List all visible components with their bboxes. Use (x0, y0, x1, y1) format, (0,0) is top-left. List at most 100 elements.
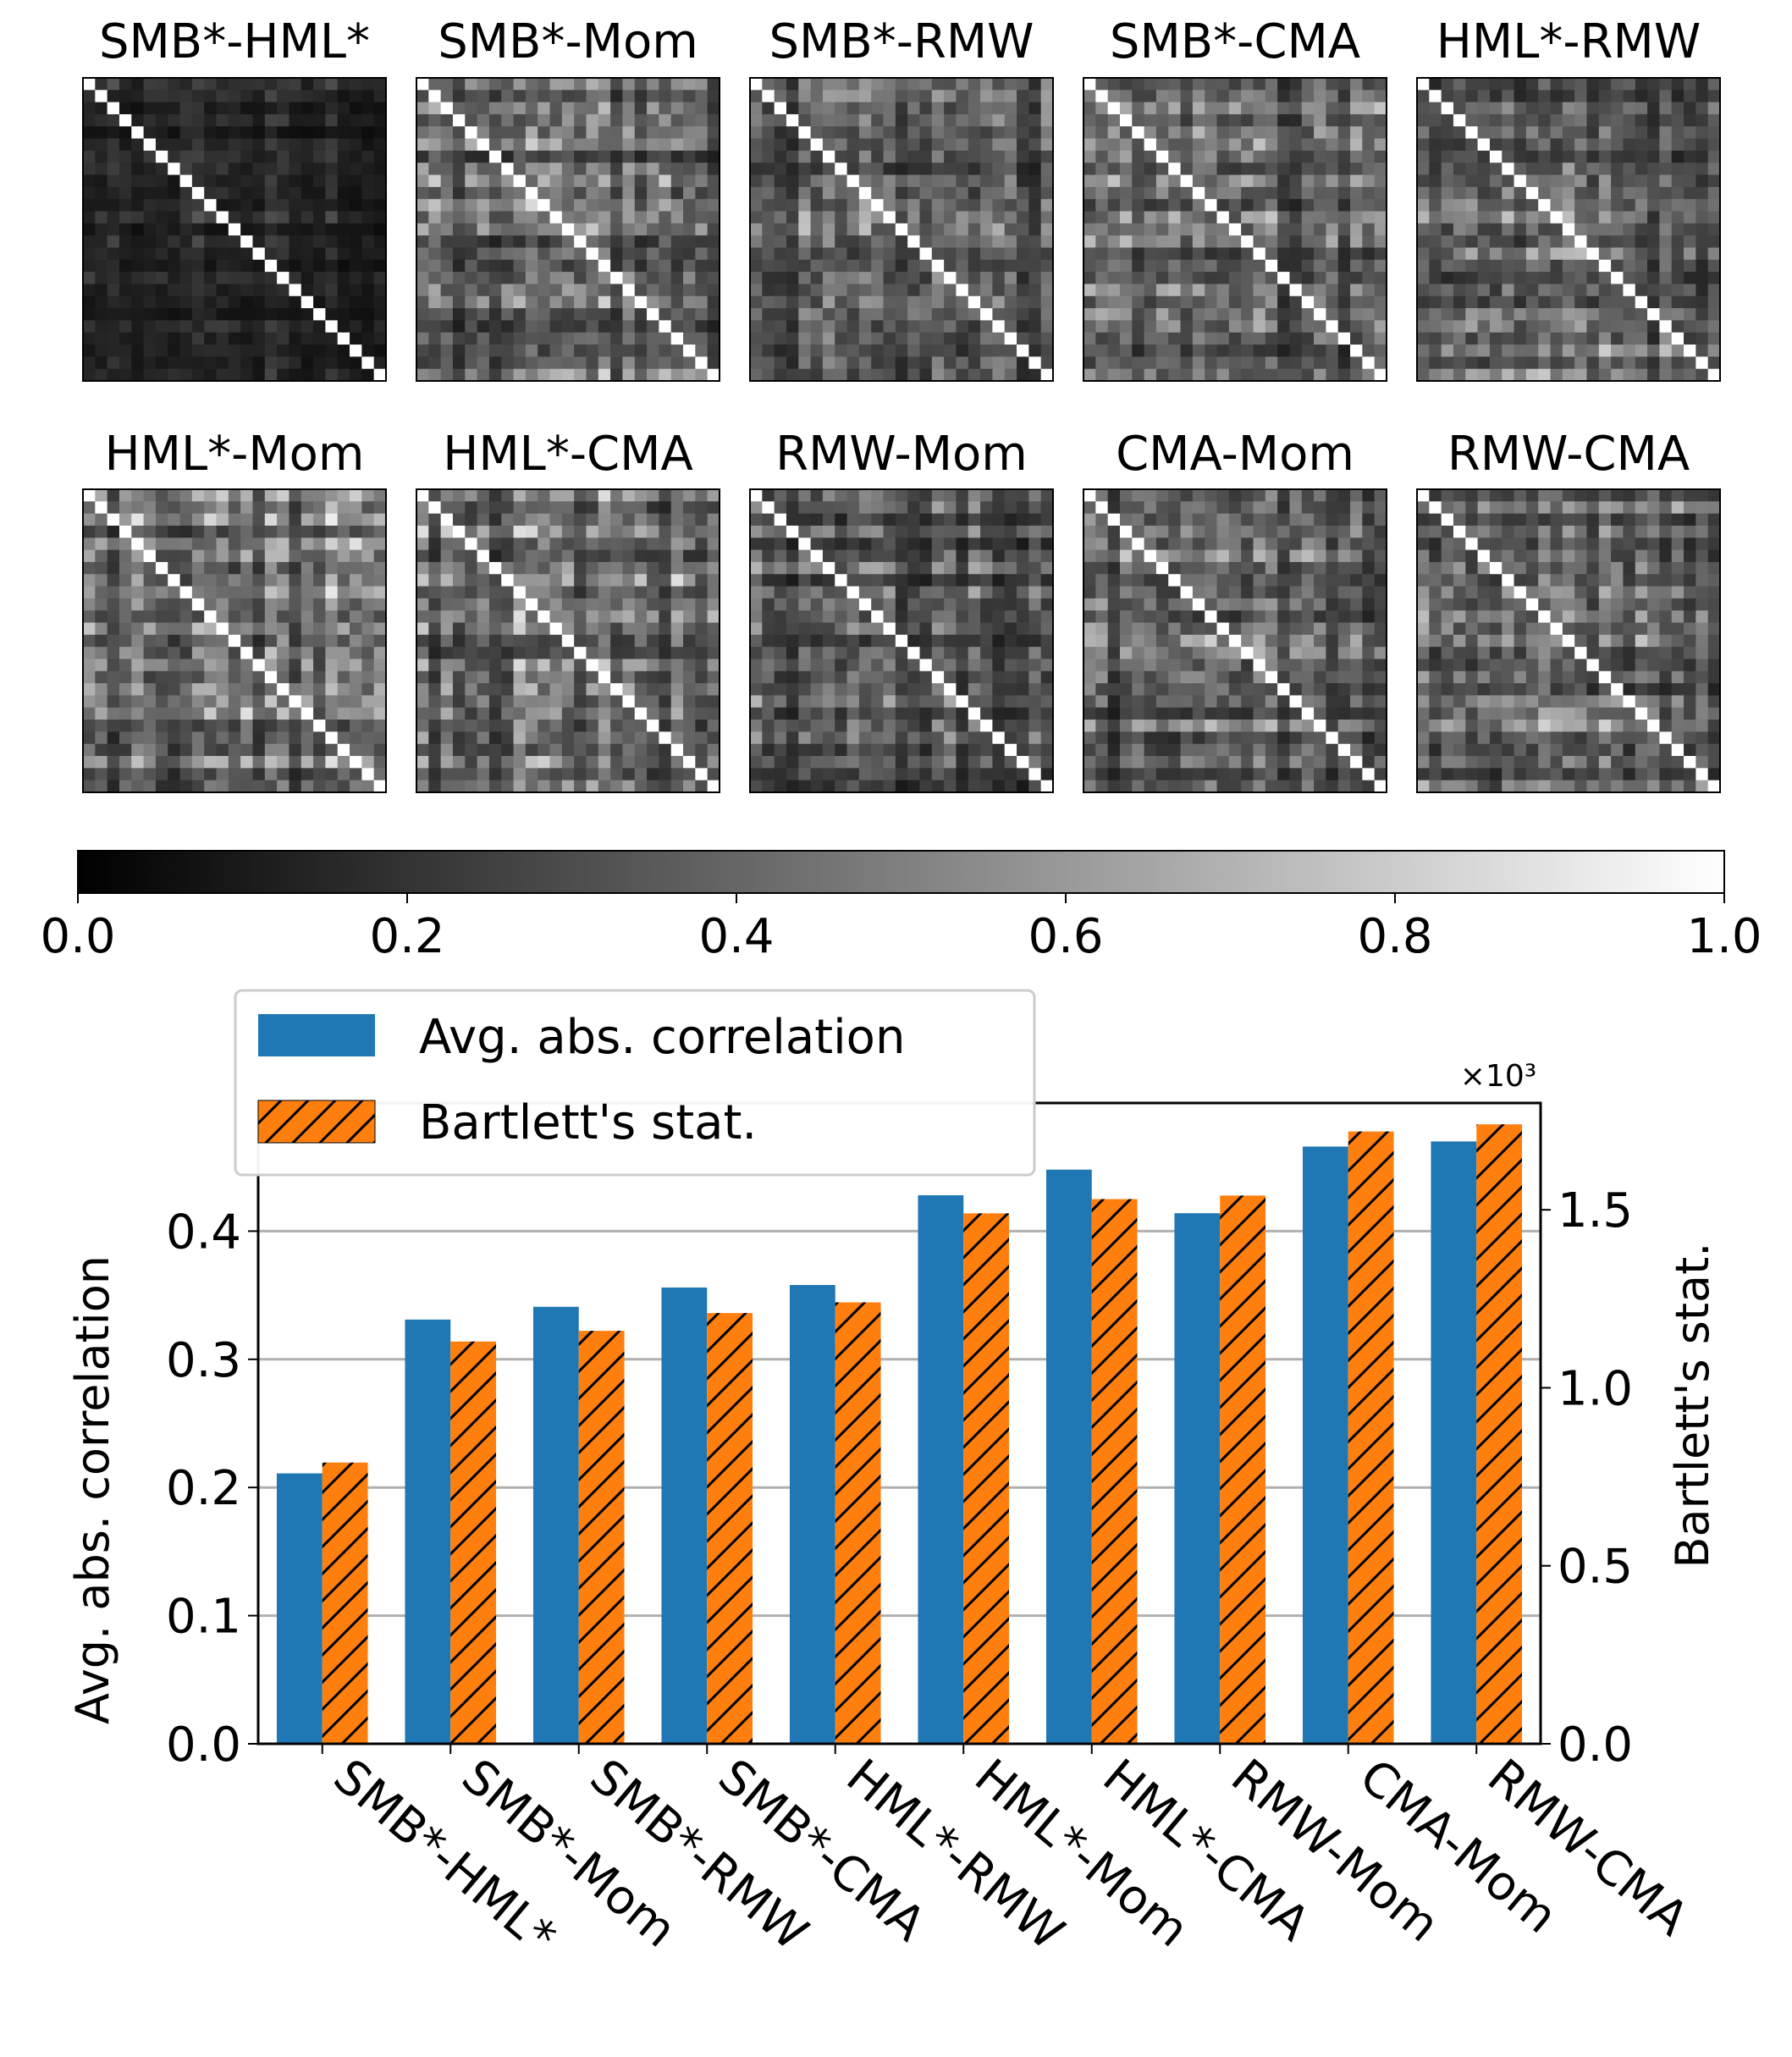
heatmap-cell (168, 126, 181, 140)
heatmap-cell (1611, 332, 1624, 345)
heatmap-cell (549, 695, 563, 709)
heatmap-cell (1241, 284, 1254, 297)
heatmap-cell (846, 489, 860, 502)
heatmap-cell (846, 659, 860, 672)
heatmap-cell (1216, 320, 1230, 334)
heatmap-cell (95, 247, 108, 261)
heatmap-cell (83, 647, 96, 660)
heatmap-cell (1417, 211, 1430, 224)
heatmap-cell (622, 259, 636, 273)
heatmap-cell (1611, 345, 1624, 357)
heatmap-cell (131, 272, 145, 285)
heatmap-cell (501, 622, 515, 636)
heatmap-cell (440, 768, 454, 781)
heatmap-cell (1465, 174, 1479, 188)
heatmap-cell (1337, 174, 1351, 188)
heatmap-cell (240, 549, 254, 563)
heatmap-cell (1017, 561, 1029, 575)
heatmap-cell (204, 574, 218, 587)
heatmap-cell (980, 308, 993, 321)
heatmap-cell (277, 320, 290, 334)
heatmap-cell (191, 308, 205, 321)
heatmap-cell (871, 670, 885, 684)
heatmap-cell (240, 247, 254, 261)
heatmap-cell (895, 211, 908, 224)
heatmap-cell (907, 138, 921, 152)
heatmap-cell (416, 598, 429, 611)
heatmap-cell (883, 501, 896, 515)
heatmap-cell (313, 489, 326, 502)
heatmap-cell (586, 707, 599, 720)
heatmap-cell (561, 295, 575, 309)
heatmap-cell (1374, 235, 1387, 249)
heatmap-cell (992, 186, 1006, 200)
heatmap-cell (513, 780, 527, 793)
heatmap-cell (301, 138, 314, 152)
heatmap-cell (1429, 113, 1442, 127)
heatmap-cell (325, 223, 339, 236)
heatmap-cell (83, 199, 96, 212)
heatmap-cell (289, 683, 302, 697)
heatmap-cell (1550, 308, 1563, 321)
heatmap-cell (325, 634, 339, 648)
heatmap-cell (835, 345, 848, 357)
heatmap-cell (1017, 320, 1029, 334)
heatmap-cell (762, 768, 775, 781)
heatmap-cell (622, 622, 636, 636)
heatmap-cell (155, 768, 168, 781)
heatmap-cell (313, 634, 326, 648)
heatmap-cell (980, 634, 993, 648)
heatmap-cell (883, 199, 896, 212)
heatmap-cell (1314, 199, 1326, 212)
heatmap-cell (1647, 199, 1660, 212)
heatmap-cell (513, 574, 527, 587)
heatmap-cell (574, 272, 587, 285)
heatmap-cell (264, 320, 278, 334)
heatmap-cell (822, 513, 835, 527)
heatmap-cell (858, 731, 872, 745)
heatmap-cell (846, 768, 860, 781)
heatmap-cell (549, 345, 563, 357)
heatmap-cell (131, 211, 145, 224)
heatmap-cell (373, 78, 387, 91)
heatmap-cell (289, 780, 302, 793)
heatmap-cell (525, 235, 538, 249)
heatmap-cell (313, 743, 326, 757)
heatmap-cell (155, 332, 168, 345)
heatmap-cell (931, 223, 945, 236)
heatmap-cell (83, 186, 96, 200)
heatmap-cell (1465, 272, 1479, 285)
heatmap-cell (240, 163, 254, 176)
heatmap-cell (622, 126, 636, 140)
heatmap-cell (155, 150, 168, 163)
heatmap-cell (1647, 126, 1660, 140)
heatmap-cell (647, 345, 659, 357)
heatmap-cell (871, 284, 885, 297)
heatmap-cell (1289, 259, 1303, 273)
heatmap-cell (1205, 138, 1218, 152)
heatmap-cell (968, 320, 981, 334)
heatmap-frame (1083, 77, 1387, 382)
heatmap-cell (670, 731, 684, 745)
heatmap-cell (835, 731, 848, 745)
heatmap-cell (428, 368, 442, 382)
heatmap-cell (513, 720, 527, 732)
heatmap-cell (1574, 345, 1588, 357)
heatmap-cell (289, 768, 302, 781)
heatmap-cell (1119, 332, 1133, 345)
heatmap-cell (1040, 284, 1054, 297)
heatmap-cell (895, 113, 908, 127)
heatmap-cell (980, 235, 993, 249)
heatmap-cell (95, 695, 108, 709)
heatmap-cell (895, 683, 908, 697)
heatmap-cell (786, 561, 799, 575)
heatmap-cell (1004, 670, 1017, 684)
heatmap-cell (1350, 235, 1363, 249)
heatmap-cell (350, 501, 362, 515)
heatmap-cell (1314, 90, 1326, 103)
heatmap-cell (574, 295, 587, 309)
heatmap-cell (477, 272, 490, 285)
heatmap-cell (931, 670, 945, 684)
heatmap-cell (155, 622, 168, 636)
heatmap-cell (1586, 308, 1600, 321)
